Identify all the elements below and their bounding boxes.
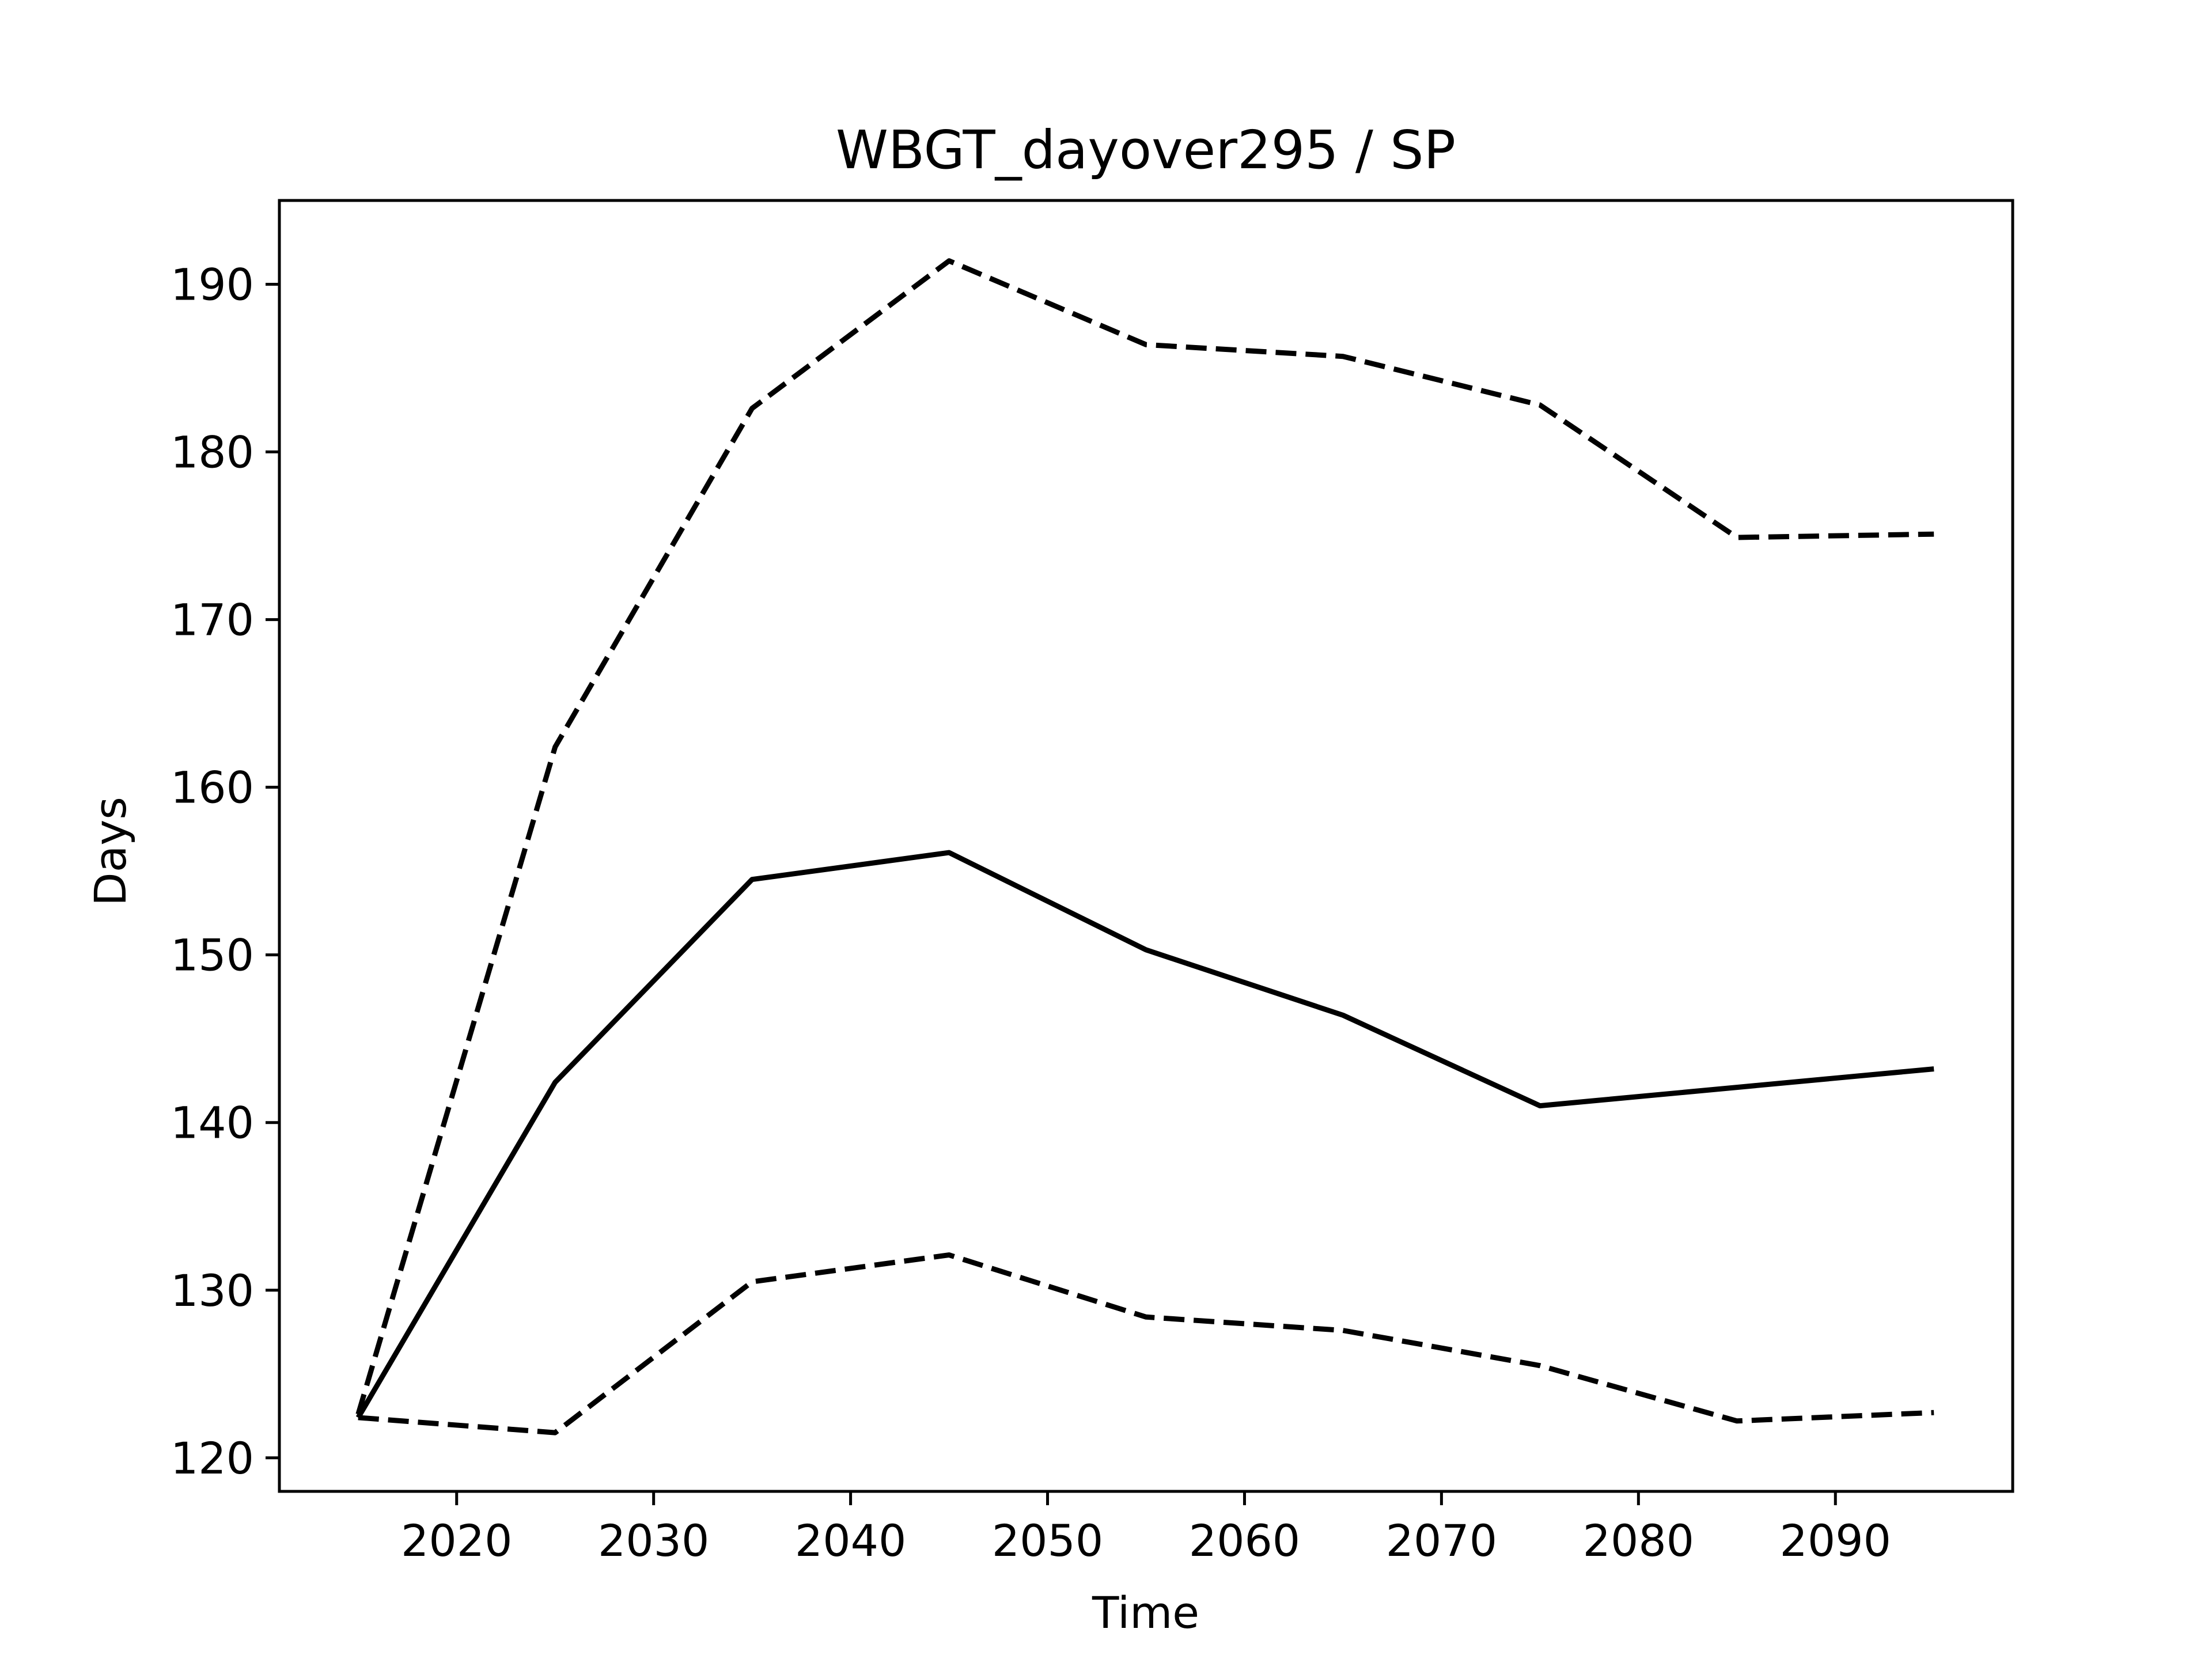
y-tick-label: 160 (171, 762, 254, 813)
plot-lines (355, 258, 1934, 1435)
chart-title: WBGT_dayover295 / SP (836, 119, 1456, 181)
x-tick-label: 2040 (795, 1515, 906, 1566)
plot-frame (278, 199, 2014, 1493)
x-tick-label: 2090 (1780, 1515, 1891, 1566)
y-tick-label: 120 (171, 1433, 254, 1484)
x-tick-label: 2020 (401, 1515, 512, 1566)
y-tick-label: 140 (171, 1097, 254, 1149)
y-axis-ticks: 120 130 140 150 160 170 180 190 (171, 259, 279, 1484)
y-tick-label: 130 (171, 1265, 254, 1316)
x-axis-ticks: 2020 2030 2040 2050 2060 2070 2080 2090 (401, 1491, 1891, 1566)
x-tick-label: 2060 (1189, 1515, 1300, 1566)
series-line-2 (355, 258, 1934, 1415)
x-tick-label: 2080 (1583, 1515, 1694, 1566)
x-tick-label: 2070 (1386, 1515, 1497, 1566)
y-tick-label: 170 (171, 594, 254, 646)
series-line-1 (355, 850, 1934, 1419)
series-line-3 (358, 1252, 1934, 1435)
y-axis-label: Days (85, 797, 136, 906)
y-tick-label: 180 (171, 427, 254, 478)
x-tick-label: 2030 (598, 1515, 709, 1566)
x-tick-label: 2050 (992, 1515, 1103, 1566)
x-axis-label: Time (1092, 1587, 1199, 1638)
y-tick-label: 190 (171, 259, 254, 310)
y-tick-label: 150 (171, 930, 254, 981)
